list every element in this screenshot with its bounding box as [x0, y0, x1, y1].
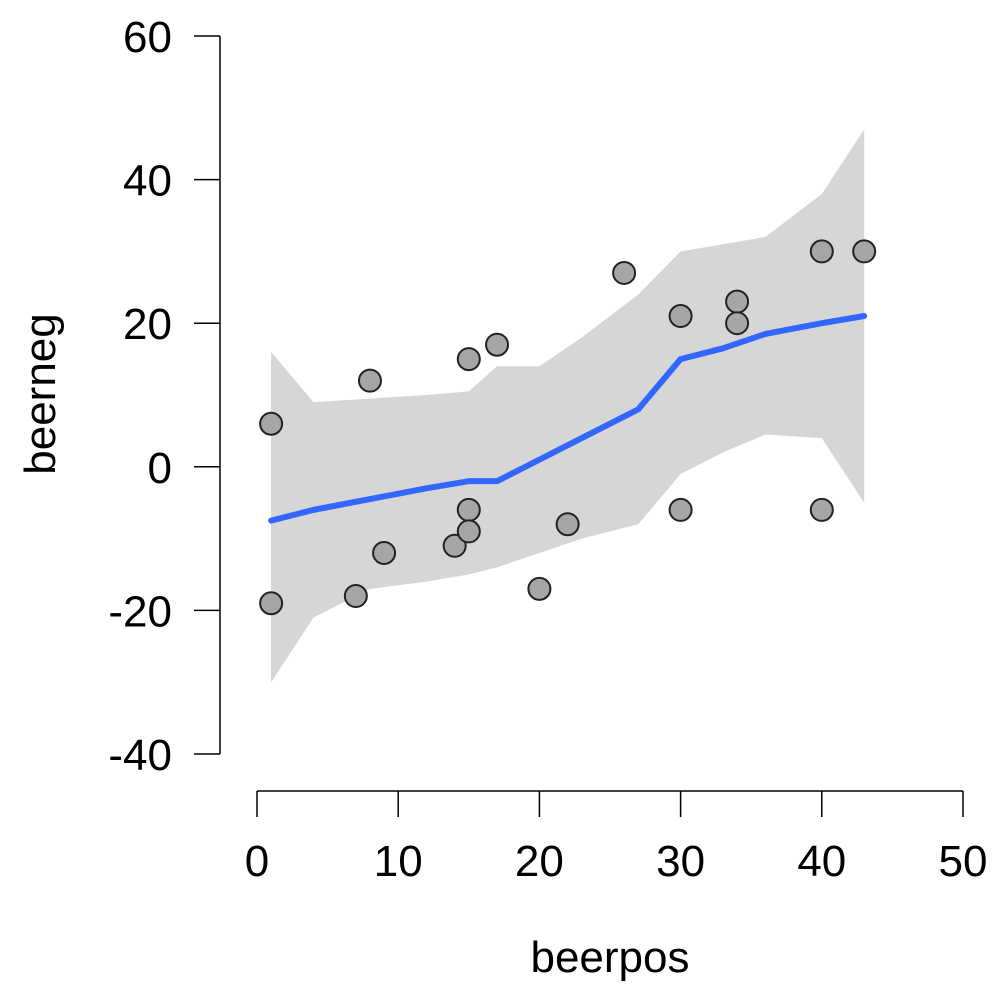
y-axis: -40 -20 0 20 40 60	[108, 13, 221, 780]
smooth-fit-line	[268, 313, 868, 524]
y-tick-label: 0	[148, 444, 172, 493]
x-tick-label: 20	[515, 837, 564, 886]
data-point	[668, 304, 693, 329]
data-point	[259, 411, 284, 436]
data-point	[259, 591, 284, 616]
x-tick-label: 40	[797, 837, 846, 886]
y-tick-label: 60	[123, 13, 172, 62]
y-tick-label: -20	[108, 587, 172, 636]
x-tick-label: 50	[939, 837, 988, 886]
x-axis: 0 10 20 30 40 50	[245, 790, 988, 886]
data-points	[259, 239, 877, 616]
y-tick-label: -40	[108, 731, 172, 780]
data-point	[372, 540, 397, 565]
confidence-band-layer	[271, 129, 865, 683]
smooth-line-layer	[268, 313, 868, 524]
x-axis-title: beerpos	[530, 933, 689, 982]
data-point	[725, 289, 750, 314]
x-tick-label: 10	[374, 837, 423, 886]
data-point	[456, 519, 481, 544]
data-point	[485, 332, 510, 357]
confidence-band	[271, 129, 865, 683]
data-point	[555, 512, 580, 537]
data-point	[852, 239, 877, 264]
data-point	[357, 368, 382, 393]
data-point	[442, 533, 467, 558]
data-point	[612, 260, 637, 285]
data-point	[456, 497, 481, 522]
data-point	[343, 584, 368, 609]
y-axis-title: beerneg	[16, 313, 65, 474]
data-point	[456, 347, 481, 372]
data-point	[527, 576, 552, 601]
data-point	[809, 239, 834, 264]
data-point	[668, 497, 693, 522]
x-tick-label: 0	[245, 837, 269, 886]
x-tick-label: 30	[656, 837, 705, 886]
data-point	[809, 497, 834, 522]
y-tick-label: 40	[123, 157, 172, 206]
data-point	[725, 311, 750, 336]
y-tick-label: 20	[123, 300, 172, 349]
